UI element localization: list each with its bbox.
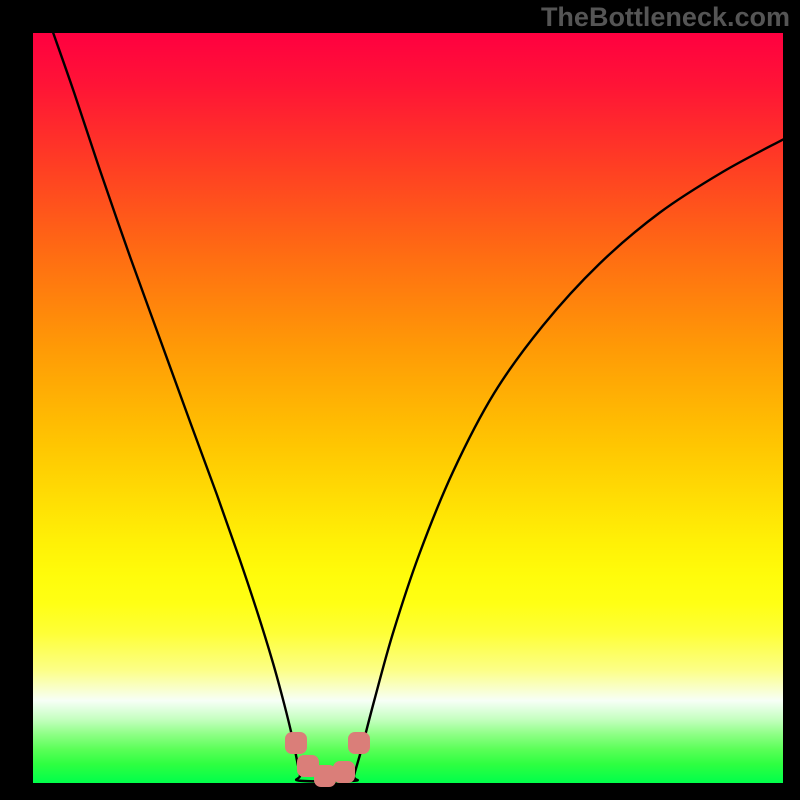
plot-area: [33, 33, 783, 783]
curve-marker: [285, 732, 307, 754]
curve-marker: [348, 732, 370, 754]
curve-marker: [333, 761, 355, 783]
watermark-text: TheBottleneck.com: [541, 2, 790, 33]
gradient-background: [33, 33, 783, 783]
